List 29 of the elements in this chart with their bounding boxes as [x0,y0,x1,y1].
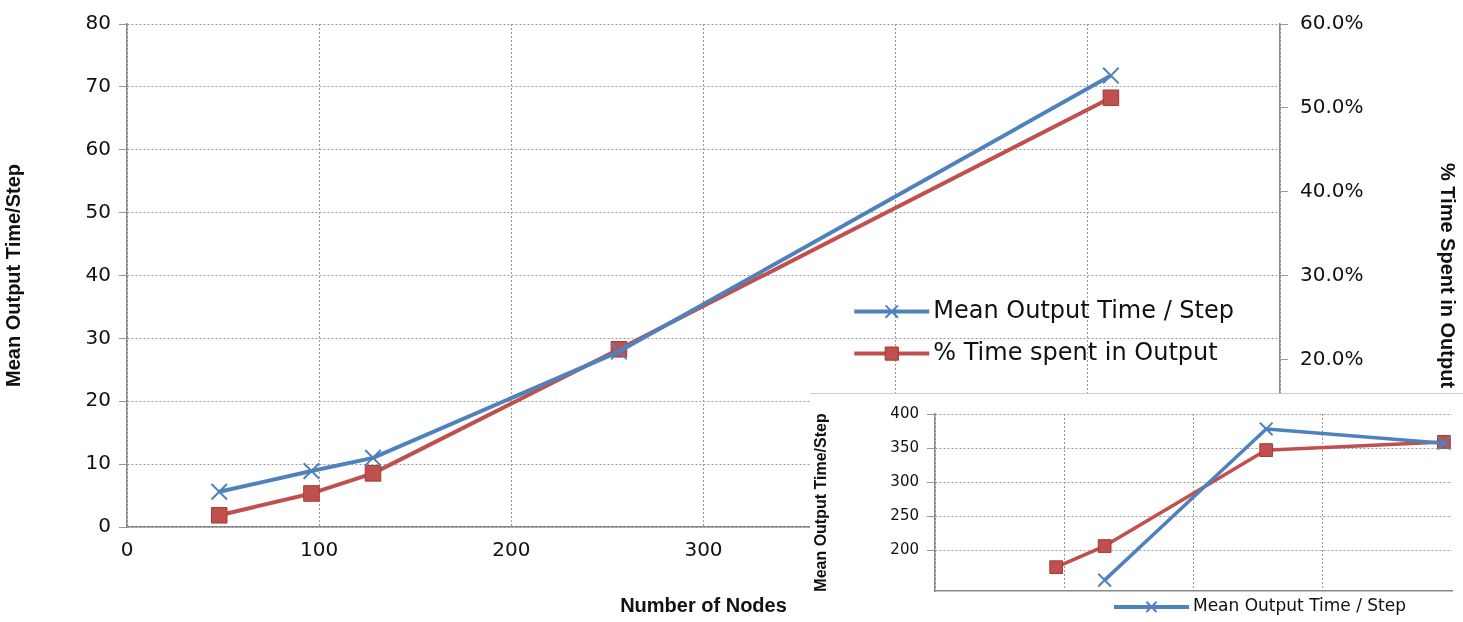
y-tick-label: 30 [85,324,111,349]
y2-tick-label: 30.0% [1300,261,1364,286]
y2-axis-title: % Time Spent in Output [1437,162,1460,389]
x-tick-label: 200 [492,537,531,562]
y2-tick-label: 60.0% [1300,10,1364,35]
y-tick-label: 50 [85,198,111,223]
x-tick-label: 100 [300,537,339,562]
y-tick-label: 20 [85,387,111,412]
y-axis-title: Mean Output Time/Step [812,413,830,592]
y2-tick-label: 40.0% [1300,177,1364,202]
y-tick-label: 350 [890,437,919,456]
x-tick-label: 300 [684,537,723,562]
y-tick-label: 40 [85,261,111,286]
y-tick-label: 0 [98,513,111,538]
legend-label: Mean Output Time / Step [933,295,1235,324]
y2-tick-label: 50.0% [1300,94,1364,119]
y-tick-label: 300 [890,471,919,490]
x-axis-title: Number of Nodes [620,593,787,616]
y-tick-label: 400 [890,403,919,422]
x-tick-label: 0 [120,537,134,562]
legend-label: % Time spent in Output [933,337,1218,366]
y2-tick-label: 20.0% [1300,345,1364,370]
y-tick-label: 10 [85,450,111,475]
y-tick-label: 70 [85,73,111,98]
y-tick-label: 80 [85,10,111,35]
y-tick-label: 250 [890,506,919,525]
legend-label: Mean Output Time / Step [1192,595,1407,616]
y-tick-label: 60 [85,135,111,160]
y-axis-title: Mean Output Time/Step [1,164,24,387]
